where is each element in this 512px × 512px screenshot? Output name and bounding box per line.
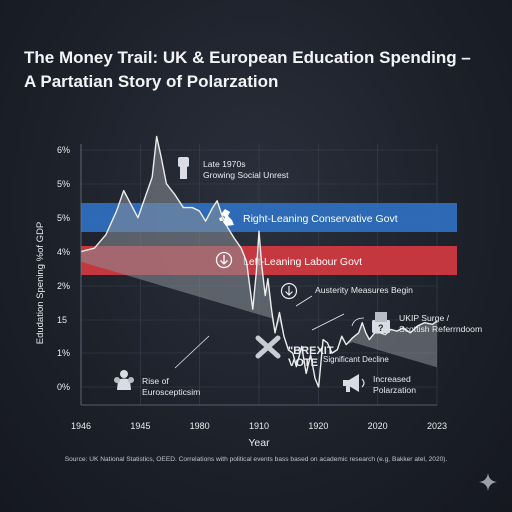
annotation-3-line-0: Rise of — [142, 376, 169, 386]
annotation-0-line-1: Growing Social Unrest — [203, 170, 289, 180]
ballot-box-icon: ? — [372, 312, 390, 333]
annotation-6-line-1: Polarzation — [373, 385, 416, 395]
tick-labels: 6% 5% 5% 4% 2% 15 1% 0% 1946 1945 1980 1910 1920 2020… — [35, 145, 447, 449]
annotation-2-line-1: Scottish Referrndoom — [399, 324, 482, 334]
megaphone-icon — [343, 374, 365, 392]
annotation-4-line-1: VOTE — [288, 357, 318, 369]
y-tick-label-3: 4% — [57, 247, 70, 257]
icons: ? — [114, 157, 390, 392]
axes — [80, 144, 437, 406]
y-tick-label-1: 5% — [57, 179, 70, 189]
y-tick-label-2: 5% — [57, 213, 70, 223]
x-tick-label-0: 1946 — [71, 421, 91, 431]
spending-area-fill — [81, 136, 437, 387]
x-tick-label-5: 2020 — [368, 421, 388, 431]
y-tick-label-5: 15 — [57, 315, 67, 325]
band-label-0: Right-Leaning Conservative Govt — [243, 213, 398, 225]
annotation-1-line-0: Austerity Measures Begin — [315, 285, 413, 295]
x-tick-label-2: 1980 — [190, 421, 210, 431]
x-tick-label-4: 1920 — [308, 421, 328, 431]
spending-area — [81, 136, 437, 387]
y-tick-label-6: 1% — [57, 348, 70, 358]
y-tick-label-0: 6% — [57, 145, 70, 155]
annotation-6-line-0: Increased — [373, 374, 411, 384]
x-tick-label-1: 1945 — [130, 421, 150, 431]
annotation-4-line-0: "BREXIT — [288, 345, 334, 357]
y-axis-label: Edudation Spening %of GDP — [35, 222, 46, 345]
band-label-1: Left-Leaning Labour Govt — [243, 256, 362, 268]
sparkle-icon — [479, 473, 497, 491]
y-tick-label-7: 0% — [57, 382, 70, 392]
leader-ukip-curve — [351, 317, 365, 327]
crowd-icon — [114, 370, 134, 390]
uk-map-icon — [219, 209, 234, 226]
leader-euroscepticism — [174, 335, 210, 369]
annotation-5-line-0: Significant Decline — [323, 355, 389, 364]
raised-fist-icon — [178, 157, 189, 179]
down-arrow-circle-icon — [215, 251, 233, 269]
leader-austerity — [295, 295, 313, 307]
x-tick-label-3: 1910 — [249, 421, 269, 431]
spending-series — [80, 135, 438, 388]
x-tick-label-6: 2023 — [427, 421, 447, 431]
annotation-3-line-1: Euroscepticsim — [142, 387, 200, 397]
leader-ukip — [311, 313, 345, 331]
source-note: Source: UK National Statistics, OEED. Co… — [64, 456, 448, 463]
annotation-0-line-0: Late 1970s — [203, 159, 246, 169]
annotation-2-line-0: UKIP Surge / — [399, 313, 450, 323]
x-axis-label: Year — [248, 437, 270, 449]
svg-text:?: ? — [378, 323, 384, 333]
spending-line — [80, 135, 438, 388]
chart-title: The Money Trail: UK & European Education… — [24, 48, 471, 91]
y-tick-label-4: 2% — [57, 281, 70, 291]
down-arrow-circle-icon-austerity — [280, 282, 298, 300]
broken-chain-icon — [255, 335, 281, 359]
